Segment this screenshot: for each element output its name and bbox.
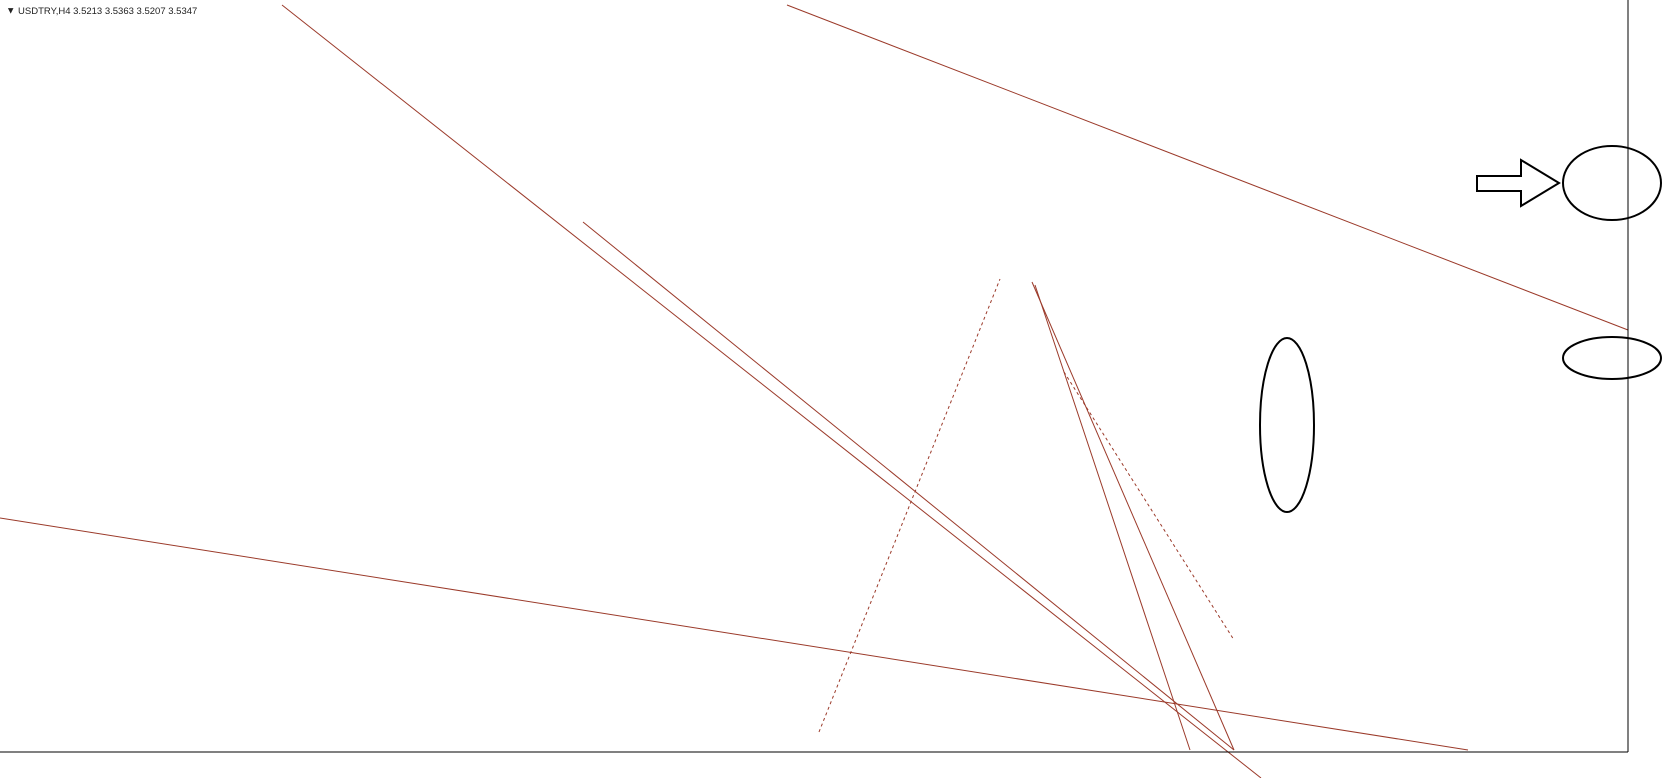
trendline xyxy=(786,4,1629,331)
header-open: 3.5213 xyxy=(73,6,102,17)
trendline xyxy=(281,4,1262,778)
symbol: USDTRY,H4 xyxy=(18,6,70,17)
fibo-line xyxy=(1063,371,1235,641)
hand-drawn-marks xyxy=(1259,145,1662,513)
header-close: 3.5347 xyxy=(168,6,197,17)
circle-mark xyxy=(1259,337,1315,513)
trendlines xyxy=(0,4,1629,778)
header-low: 3.5207 xyxy=(137,6,166,17)
trendline xyxy=(1034,284,1191,751)
chart-header: ▼ USDTRY,H4 3.5213 3.5363 3.5207 3.5347 xyxy=(6,6,197,17)
trendline xyxy=(582,221,1235,751)
trendline xyxy=(1031,281,1235,751)
arrow xyxy=(1476,158,1561,208)
circle-mark xyxy=(1562,336,1662,380)
trendline xyxy=(0,517,1469,751)
header-high: 3.5363 xyxy=(105,6,134,17)
circle-mark xyxy=(1562,145,1662,221)
